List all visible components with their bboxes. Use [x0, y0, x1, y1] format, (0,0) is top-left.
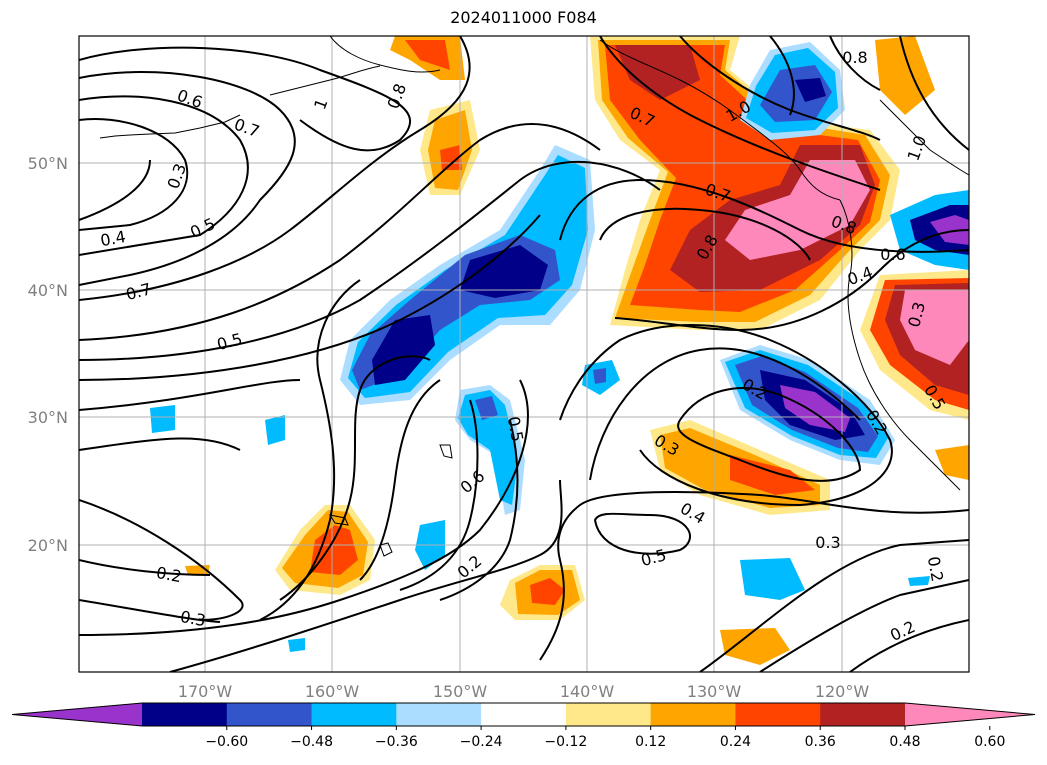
map-frame [78, 35, 970, 673]
contour-lines [79, 36, 969, 672]
contour-label: 0.2 [887, 617, 918, 645]
warm-region-ne-4 [615, 45, 700, 100]
contour-label: 0.5 [187, 214, 218, 242]
cool-region-mid-3 [475, 396, 498, 420]
colorbar-tick-label: 0.60 [974, 734, 1005, 750]
colorbar-tick-label: −0.60 [205, 734, 248, 750]
contour-label: 0.6 [175, 86, 205, 113]
contour-label: 0.5 [639, 545, 669, 570]
colorbar-tick-label: 0.12 [635, 734, 666, 750]
cool-region-small-1b [593, 368, 606, 384]
cool-band-diagonal-4 [460, 245, 548, 298]
warm-region-top-right [875, 36, 935, 115]
colorbar-extend-high [905, 703, 1035, 726]
lon-label: 140°W [560, 682, 615, 701]
shaded-anomaly-field [150, 36, 969, 665]
coastlines [99, 36, 969, 557]
colorbar-tick-label: −0.12 [544, 734, 587, 750]
cool-region-small-7 [908, 576, 930, 586]
warm-region-nw-small-2 [405, 40, 450, 70]
contour-label: 1.0 [904, 133, 931, 163]
colorbar-segment [820, 703, 906, 726]
colorbar-segment [565, 703, 652, 726]
cool-region-small-5 [740, 558, 805, 600]
contour-label: 0.6 [880, 245, 905, 264]
colorbar-tick-label: 0.24 [720, 734, 751, 750]
colorbar-tick-label: −0.48 [290, 734, 333, 750]
warm-region-ak-gulf-3 [440, 145, 462, 170]
latitude-labels: 50°N 40°N 30°N 20°N [28, 154, 68, 555]
lon-label: 130°W [687, 682, 742, 701]
lon-label: 160°W [305, 682, 360, 701]
colorbar-segment [650, 703, 736, 726]
colorbar-segment [226, 703, 313, 726]
warm-region-se-edge [935, 445, 969, 480]
contour-label: 0.6 [457, 466, 489, 497]
lat-label: 50°N [28, 154, 68, 173]
warm-region-east-4 [900, 290, 969, 365]
lat-label: 40°N [28, 281, 68, 300]
colorbar-tick-label: 0.36 [805, 734, 836, 750]
contour-label: 0.2 [454, 551, 486, 582]
map-title: 2024011000 F084 [450, 8, 597, 27]
colorbar-tick-label: −0.36 [375, 734, 418, 750]
contour-label: 0.7 [232, 115, 262, 142]
cool-region-central-5 [780, 385, 850, 432]
lat-label: 30°N [28, 408, 68, 427]
colorbar-segment [481, 703, 567, 726]
contour-label: 0.5 [504, 415, 527, 443]
colorbar-segment [396, 703, 482, 726]
warm-region-se-small [720, 628, 790, 665]
warm-region-s-3 [530, 578, 565, 605]
contour-label: 0.8 [842, 48, 867, 67]
contour-label: 0.5 [215, 329, 245, 354]
contour-label: 0.4 [845, 263, 875, 290]
lat-label: 20°N [28, 536, 68, 555]
contour-label: 0.7 [124, 279, 154, 304]
lon-label: 170°W [178, 682, 233, 701]
contour-label: 0.4 [99, 227, 127, 250]
contour-label: 0.2 [924, 555, 947, 583]
cool-region-e-3 [930, 215, 969, 245]
colorbar: −0.60 −0.48 −0.36 −0.24 −0.12 0.12 0.24 0.36 0.4… [11, 702, 1036, 750]
contour-label: 0.8 [384, 81, 411, 111]
contour-label: 0.3 [815, 533, 840, 552]
colorbar-segment [311, 703, 397, 726]
colorbar-segment [735, 703, 821, 726]
contour-label: 1 [310, 96, 331, 112]
contour-label: 0.2 [155, 563, 183, 586]
cool-region-small-4 [265, 415, 285, 445]
lon-label: 150°W [433, 682, 488, 701]
colorbar-tick-label: 0.48 [889, 734, 920, 750]
warm-region-ne-6 [725, 160, 870, 260]
lon-label: 120°W [815, 682, 870, 701]
contour-label: 0.3 [179, 607, 207, 630]
colorbar-extend-low [12, 703, 142, 726]
cool-region-small-3 [150, 405, 175, 433]
cool-region-ne-4 [795, 78, 826, 102]
cool-region-mid-2 [458, 390, 518, 505]
colorbar-segment [142, 703, 228, 726]
longitude-labels: 170°W 160°W 150°W 140°W 130°W 120°W [178, 682, 870, 701]
colorbar-tick-label: −0.24 [460, 734, 503, 750]
cool-region-small-6 [288, 638, 305, 652]
cool-band-diagonal-5 [372, 315, 435, 385]
colorbar-outline [11, 702, 1036, 727]
warm-region-sw-3 [310, 525, 358, 575]
